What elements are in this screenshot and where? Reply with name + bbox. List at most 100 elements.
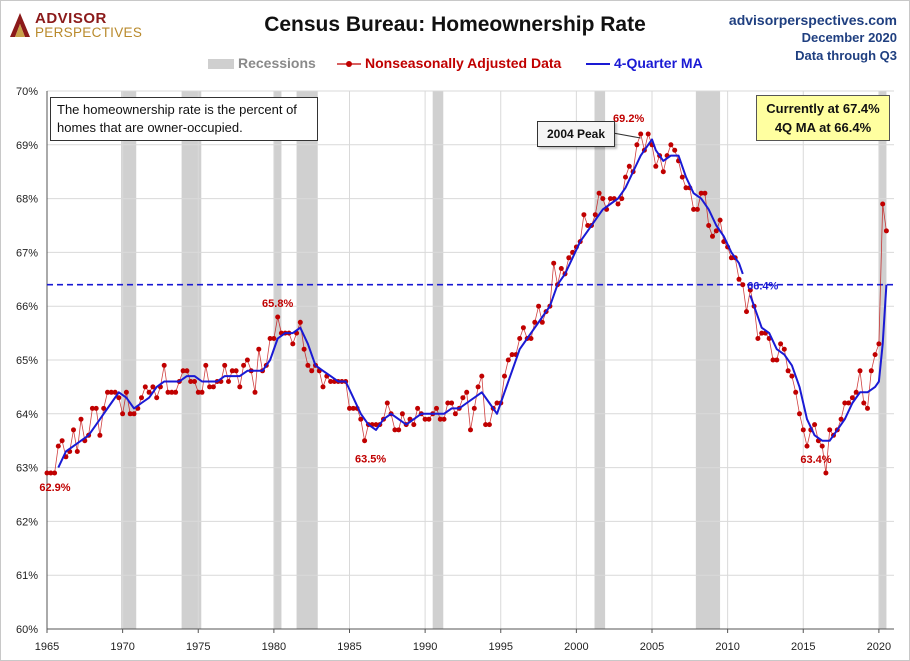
x-tick-label: 1985 <box>337 641 361 653</box>
nsa-data-point <box>297 319 303 325</box>
nsa-data-point <box>241 362 247 368</box>
nsa-data-point <box>619 196 625 202</box>
nsa-data-point <box>441 416 447 422</box>
nsa-data-point <box>853 389 859 395</box>
current-value-line-1: Currently at 67.4% <box>766 101 880 116</box>
nsa-data-point <box>305 362 311 368</box>
nsa-data-point <box>256 346 262 352</box>
nsa-data-point <box>744 309 749 315</box>
y-tick-label: 64% <box>16 409 38 421</box>
x-tick-label: 1965 <box>35 641 59 653</box>
nsa-data-point <box>184 368 190 374</box>
x-tick-label: 1970 <box>110 641 134 653</box>
nsa-data-point <box>717 217 723 223</box>
nsa-data-point <box>517 336 523 341</box>
nsa-data-point <box>623 174 628 180</box>
nsa-data-point <box>672 147 678 153</box>
data-label: 62.9% <box>39 482 70 494</box>
nsa-data-point <box>868 368 874 374</box>
nsa-data-point <box>566 255 572 261</box>
nsa-data-point <box>142 384 148 390</box>
legend-label-recessions: Recessions <box>238 55 316 71</box>
nsa-data-point <box>44 470 50 476</box>
nsa-data-point <box>452 411 458 417</box>
nsa-data-point <box>169 389 175 395</box>
nsa-data-point <box>131 411 137 417</box>
nsa-data-point <box>770 357 776 363</box>
nsa-data-point <box>880 201 886 207</box>
nsa-data-point <box>736 276 742 282</box>
nsa-data-point <box>872 352 878 358</box>
x-tick-label: 2015 <box>791 641 815 653</box>
nsa-data-point <box>475 384 481 390</box>
data-label: 65.8% <box>262 298 293 310</box>
source-date: December 2020 <box>801 30 897 45</box>
nsa-data-point <box>173 389 179 395</box>
nsa-data-point <box>471 405 477 411</box>
nsa-data-point <box>199 389 205 395</box>
nsa-data-point <box>434 405 439 411</box>
x-tick-label: 2000 <box>564 641 588 653</box>
chart-legend: Recessions Nonseasonally Adjusted Data 4… <box>1 55 909 73</box>
nsa-data-point <box>112 389 118 395</box>
legend-swatch-recessions <box>208 59 234 70</box>
nsa-data-point <box>188 379 194 384</box>
legend-item-recessions: Recessions <box>208 55 316 71</box>
nsa-data-point <box>759 330 765 336</box>
nsa-data-point <box>702 190 708 196</box>
nsa-data-point <box>694 206 700 212</box>
legend-label-ma: 4-Quarter MA <box>614 55 703 71</box>
nsa-data-point <box>509 352 515 358</box>
nsa-data-point <box>668 142 674 148</box>
y-tick-label: 66% <box>16 301 38 313</box>
nsa-data-point <box>203 362 209 368</box>
nsa-data-point <box>384 400 390 406</box>
nsa-data-point <box>861 400 867 406</box>
nsa-data-point <box>823 470 829 476</box>
nsa-data-point <box>399 411 405 417</box>
nsa-data-point <box>271 336 277 341</box>
nsa-data-point <box>505 357 511 363</box>
nsa-data-point <box>195 389 201 395</box>
x-tick-label: 2005 <box>640 641 664 653</box>
x-tick-label: 1980 <box>262 641 286 653</box>
nsa-data-point <box>483 422 489 428</box>
nsa-data-point <box>150 384 156 390</box>
nsa-data-point <box>819 443 825 449</box>
legend-item-ma: 4-Quarter MA <box>586 55 703 71</box>
nsa-data-point <box>52 470 58 476</box>
nsa-data-point <box>528 336 534 341</box>
x-tick-label: 2020 <box>867 641 891 653</box>
nsa-data-point <box>800 427 806 433</box>
nsa-data-point <box>222 362 228 368</box>
nsa-data-point <box>539 319 545 325</box>
nsa-data-point <box>55 443 61 449</box>
nsa-data-point <box>445 400 451 406</box>
nsa-data-point <box>883 228 889 234</box>
nsa-data-point <box>468 427 473 433</box>
source-site: advisorperspectives.com <box>728 12 897 28</box>
nsa-data-point <box>362 438 368 444</box>
nsa-data-point <box>774 357 780 363</box>
nsa-data-point <box>596 190 602 196</box>
nsa-data-point <box>653 163 659 169</box>
nsa-data-point <box>536 303 542 309</box>
nsa-data-point <box>532 319 538 325</box>
nsa-data-point <box>846 400 852 406</box>
nsa-data-point <box>849 395 855 401</box>
nsa-data-point <box>426 416 432 422</box>
y-tick-label: 61% <box>16 570 38 582</box>
nsa-data-point <box>607 196 613 202</box>
nsa-data-point <box>309 368 315 374</box>
nsa-data-point <box>233 368 239 374</box>
nsa-data-point <box>350 405 356 411</box>
y-tick-label: 67% <box>16 247 38 259</box>
source-through: Data through Q3 <box>795 48 897 63</box>
chart-title: Census Bureau: Homeownership Rate <box>264 13 646 36</box>
nsa-data-point <box>660 169 666 175</box>
nsa-data-point <box>437 416 443 422</box>
x-tick-label: 1995 <box>489 641 513 653</box>
nsa-data-point <box>728 255 734 261</box>
data-label: 69.2% <box>613 113 644 125</box>
